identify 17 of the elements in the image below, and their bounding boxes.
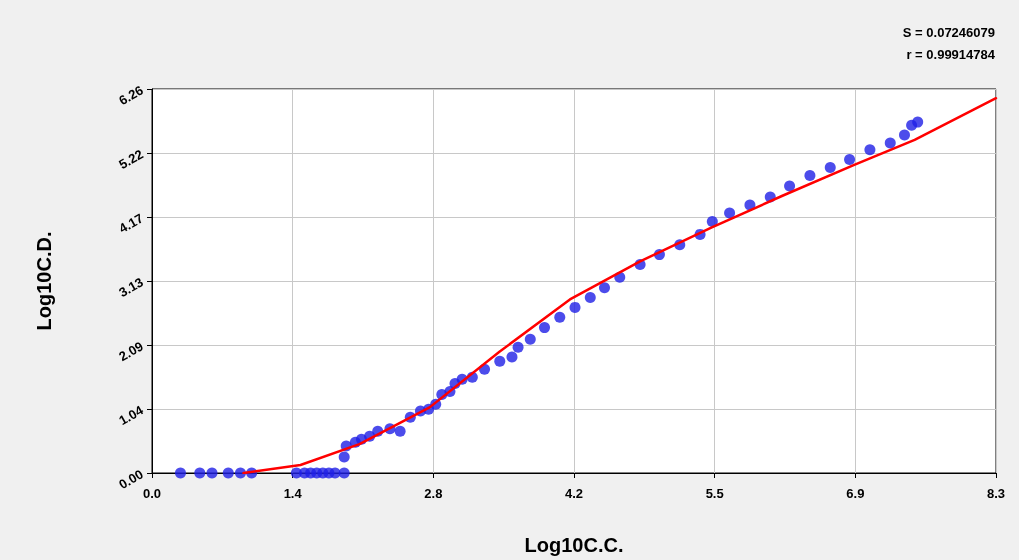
x-tick-label: 1.4 [283,486,303,501]
y-tick-label: 2.09 [116,338,146,365]
y-tick-label: 4.17 [116,210,146,237]
x-tick-label: 5.5 [705,486,724,501]
x-tick-label: 8.3 [986,486,1006,501]
y-axis-title: Log10C.D. [33,231,55,331]
x-tick-label: 2.8 [424,486,443,501]
text: r = 0.99914784 [906,47,996,62]
y-tick-label: 5.22 [116,146,146,173]
x-tick-label: 4.2 [564,486,584,501]
y-tick-label: 3.13 [116,274,146,301]
y-tick-label: 6.26 [116,82,146,109]
y-tick-label: 1.04 [116,402,147,429]
x-axis-title: Log10C.C. [524,534,624,556]
x-tick-label: 6.9 [846,486,865,501]
x-tick-label: 0.0 [142,486,162,501]
text: S = 0.07246079 [902,25,995,40]
